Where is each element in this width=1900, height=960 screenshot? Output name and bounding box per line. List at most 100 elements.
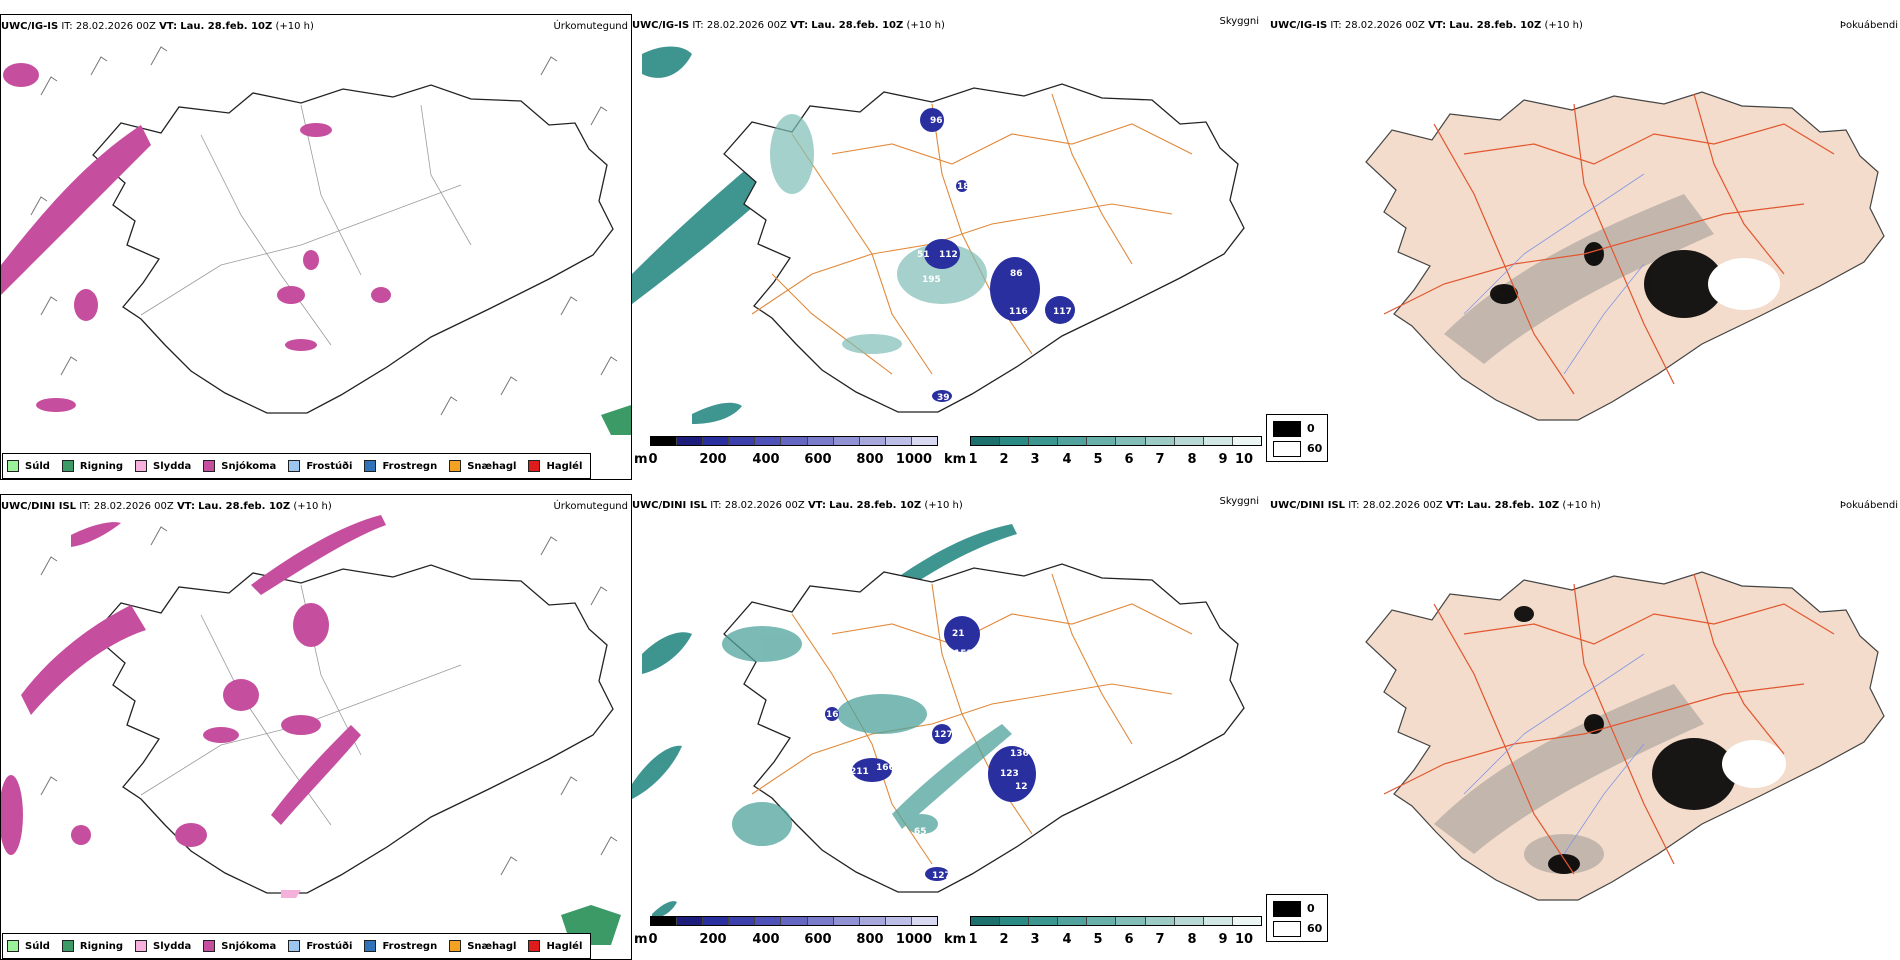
cloud-visibility-map-dini: 21 153 16 127 211 166 136 123 12 65 43 1… <box>632 524 1245 919</box>
fog-map-dini <box>1365 571 1885 901</box>
visibility-tick: 7 <box>1155 452 1165 467</box>
visibility-tick: 2 <box>999 452 1009 467</box>
legend-item-drizzle: Súld <box>7 460 50 472</box>
cloudbase-tick: 200 <box>699 452 727 467</box>
fog-map-ig <box>1365 91 1885 421</box>
visibility-tick: 10 <box>1234 452 1254 467</box>
legend-swatch <box>288 940 301 952</box>
visibility-tick: 10 <box>1234 932 1254 947</box>
precip-title: UWC/IG-IS IT: 28.02.2026 00Z VT: Lau. 28… <box>1 21 314 32</box>
cloud-visibility-panel-ig: 96 18 112 51 195 86 223 116 117 94 16 96… <box>632 14 1264 480</box>
fog-legend-value: 0 <box>1307 422 1315 435</box>
cloudbase-colorbar <box>650 436 938 446</box>
visibility-tick: 3 <box>1030 452 1040 467</box>
cloud-label: 136 <box>1010 749 1029 759</box>
fog-title: UWC/DINI ISL IT: 28.02.2026 00Z VT: Lau.… <box>1270 500 1601 511</box>
cloud-label: 123 <box>1000 769 1019 779</box>
legend-swatch <box>61 460 74 472</box>
fog-legend: 0 60 <box>1266 894 1328 942</box>
legend-swatch <box>135 460 148 472</box>
visibility-tick: 6 <box>1124 452 1134 467</box>
cloud-label: 18 <box>957 182 970 192</box>
cloudbase-unit: m <box>634 932 648 947</box>
fog-legend-value: 60 <box>1307 922 1323 935</box>
legend-swatch <box>7 460 19 472</box>
legend-swatch <box>449 940 462 952</box>
cloudbase-tick: 400 <box>752 452 780 467</box>
cloud-label: 117 <box>1053 307 1072 317</box>
legend-swatch <box>203 460 216 472</box>
visibility-unit: km <box>944 452 967 467</box>
precip-legend: Súld Rigning Slydda Snjókoma Frostúði Fr… <box>2 933 592 959</box>
wind-barb-icon <box>30 46 618 416</box>
cloud-label: 96 <box>924 352 937 362</box>
cloud-label: 65 <box>914 827 927 837</box>
cloud-label: 16 <box>826 710 839 720</box>
visibility-tick: 9 <box>1218 452 1228 467</box>
legend-swatch <box>7 940 19 952</box>
cloudbase-colorbar <box>650 916 938 926</box>
visibility-tick: 6 <box>1124 932 1134 947</box>
visibility-tick: 8 <box>1187 932 1197 947</box>
cloud-label: 43 <box>914 865 927 875</box>
legend-swatch <box>203 940 216 952</box>
cloudbase-tick: 600 <box>804 932 832 947</box>
legend-swatch <box>364 940 377 952</box>
legend-item-rain: Rigning <box>61 460 123 472</box>
legend-swatch <box>135 940 148 952</box>
fog-index-panel-ig: UWC/IG-IS IT: 28.02.2026 00Z VT: Lau. 28… <box>1264 14 1900 480</box>
fog-swatch <box>1273 921 1301 937</box>
visibility-panel-label: Skyggni <box>1219 496 1259 507</box>
fog-legend-value: 60 <box>1307 442 1323 455</box>
cloud-label: 39 <box>937 393 950 403</box>
cloudbase-tick: 200 <box>699 932 727 947</box>
legend-swatch <box>528 940 541 952</box>
visibility-tick: 8 <box>1187 452 1197 467</box>
cloud-label: 94 <box>704 292 717 302</box>
cloud-label: 211 <box>850 767 869 777</box>
legend-swatch <box>288 460 301 472</box>
visibility-tick: 3 <box>1030 932 1040 947</box>
cloud-title: UWC/DINI ISL IT: 28.02.2026 00Z VT: Lau.… <box>632 500 963 511</box>
legend-item-snow: Snjókoma <box>203 940 276 952</box>
cloudbase-tick: 600 <box>804 452 832 467</box>
cloud-visibility-map-ig: 96 18 112 51 195 86 223 116 117 94 16 96… <box>632 46 1245 424</box>
cloud-label: 166 <box>876 763 895 773</box>
legend-item-sleet: Slydda <box>135 460 191 472</box>
visibility-unit: km <box>944 932 967 947</box>
cloud-label: 51 <box>917 250 930 260</box>
cloud-title: UWC/IG-IS IT: 28.02.2026 00Z VT: Lau. 28… <box>632 20 945 31</box>
precip-type-panel-ig: UWC/IG-IS IT: 28.02.2026 00Z VT: Lau. 28… <box>0 14 632 480</box>
cloudbase-tick: 0 <box>648 452 658 467</box>
cloud-label: 112 <box>939 250 958 260</box>
cloud-label: 21 <box>952 629 965 639</box>
cloud-label: 86 <box>1010 269 1023 279</box>
fog-swatch <box>1273 441 1301 457</box>
legend-item-freezing-drizzle: Frostúði <box>288 460 352 472</box>
legend-item-sleet: Slydda <box>135 940 191 952</box>
cloud-label: 116 <box>1009 307 1028 317</box>
precip-map-ig <box>1 46 631 435</box>
fog-index-panel-dini: UWC/DINI ISL IT: 28.02.2026 00Z VT: Lau.… <box>1264 494 1900 960</box>
cloud-label: 16 <box>827 307 840 317</box>
cloudbase-tick: 1000 <box>895 452 933 467</box>
legend-item-snow: Snjókoma <box>203 460 276 472</box>
cloudbase-unit: m <box>634 452 648 467</box>
visibility-tick: 1 <box>968 932 978 947</box>
cloud-label: 127 <box>934 730 953 740</box>
visibility-tick: 4 <box>1062 932 1072 947</box>
legend-swatch <box>61 940 74 952</box>
legend-item-hail: Haglél <box>528 460 582 472</box>
cloudbase-tick: 1000 <box>895 932 933 947</box>
cloudbase-tick: 800 <box>856 932 884 947</box>
precip-legend: Súld Rigning Slydda Snjókoma Frostúði Fr… <box>2 453 592 479</box>
precip-type-panel-dini: UWC/DINI ISL IT: 28.02.2026 00Z VT: Lau.… <box>0 494 632 960</box>
fog-swatch <box>1273 901 1301 917</box>
visibility-tick: 2 <box>999 932 1009 947</box>
cloud-label: 223 <box>908 301 927 311</box>
legend-item-freezing-drizzle: Frostúði <box>288 940 352 952</box>
fog-swatch <box>1273 421 1301 437</box>
precip-title: UWC/DINI ISL IT: 28.02.2026 00Z VT: Lau.… <box>1 501 332 512</box>
legend-swatch <box>364 460 377 472</box>
fog-panel-label: Þokuábendi <box>1839 500 1898 511</box>
